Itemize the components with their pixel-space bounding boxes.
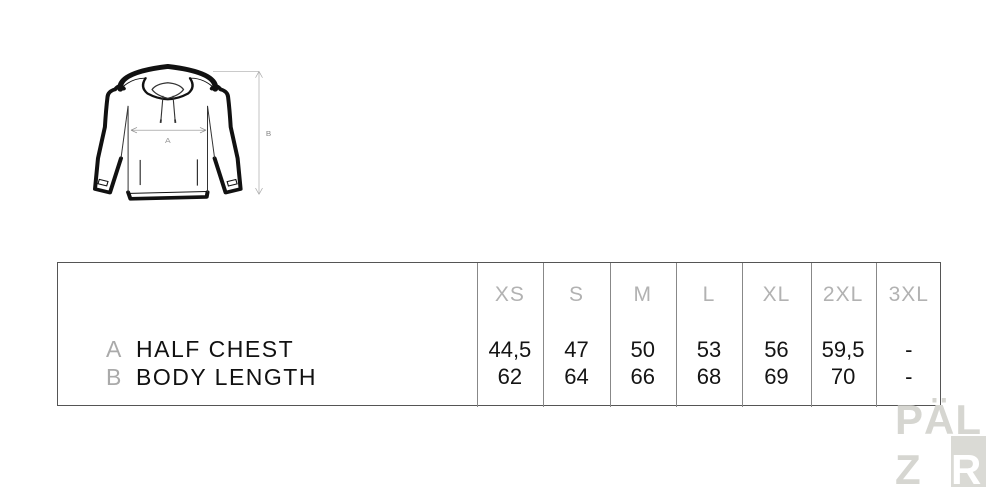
svg-text:B: B — [266, 129, 271, 138]
svg-text:A: A — [165, 136, 171, 145]
svg-text:PÄL: PÄL — [895, 396, 982, 443]
svg-text:Z: Z — [895, 446, 922, 493]
svg-text:R: R — [951, 446, 982, 493]
